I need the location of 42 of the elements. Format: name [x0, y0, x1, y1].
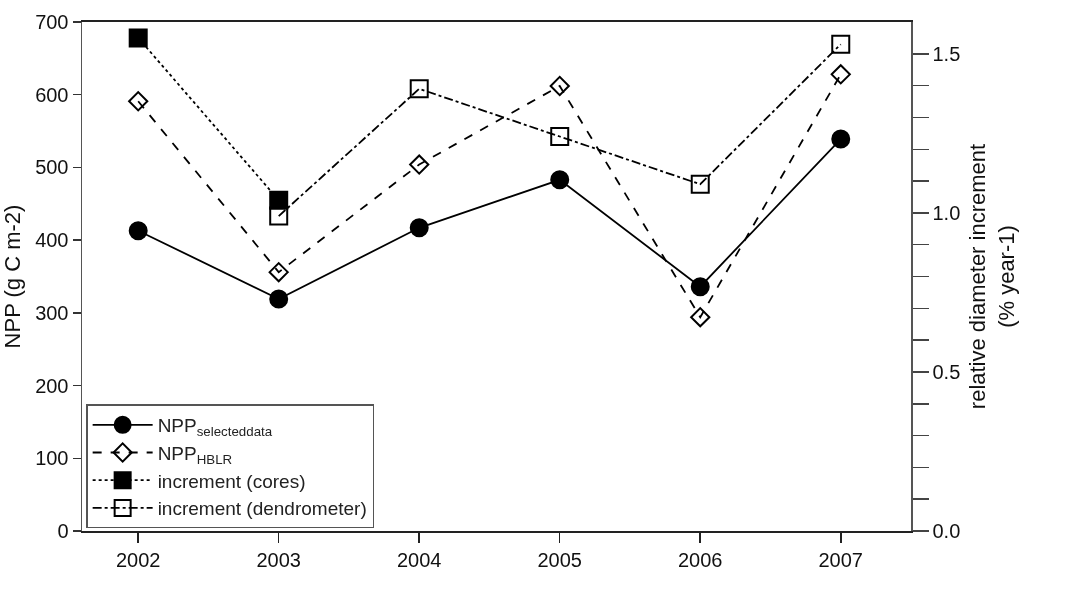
point	[409, 218, 429, 238]
y-tick-label: 200	[35, 374, 69, 397]
x-tick-label: 2007	[818, 549, 863, 571]
y-tick-label: 500	[35, 156, 69, 179]
point	[831, 34, 851, 54]
y2-axis-title: relative diameter increment (% year-1)	[964, 143, 1019, 410]
y-tick-label: 400	[35, 229, 69, 252]
point	[830, 64, 851, 85]
point	[409, 79, 429, 99]
x-tick-label: 2004	[396, 549, 442, 571]
point	[269, 206, 289, 226]
point	[128, 221, 148, 241]
y-tick-label: 600	[35, 83, 69, 106]
legend-label: increment (cores)	[157, 470, 306, 492]
legend-label: NPP$_{HBLR}$	[157, 442, 233, 467]
y-tick-label: 700	[35, 11, 69, 33]
point	[550, 127, 570, 147]
y2-tick-label: 1.5	[932, 42, 961, 65]
point	[269, 289, 289, 309]
y2-tick-label: 0.0	[932, 520, 961, 542]
legend-label: NPP$_{selecteddata}$	[157, 415, 273, 440]
y-tick-label: 0	[57, 520, 69, 542]
x-tick-label: 2003	[256, 549, 301, 571]
y-axis-title: NPP (g C m-2)	[0, 204, 26, 349]
point	[268, 262, 289, 283]
point	[831, 129, 851, 149]
point	[690, 174, 710, 194]
x-tick-label: 2002	[115, 549, 161, 571]
point	[409, 154, 430, 175]
point	[549, 75, 570, 97]
legend-label: increment (dendrometer)	[157, 498, 367, 520]
point	[690, 277, 710, 297]
y2-tick-label: 0.5	[932, 360, 961, 383]
point	[128, 28, 148, 48]
x-tick-label: 2006	[677, 549, 723, 571]
y-tick-label: 100	[35, 447, 69, 470]
y-tick-label: 300	[35, 301, 69, 324]
point	[550, 170, 570, 190]
x-tick-label: 2005	[537, 549, 582, 571]
point	[690, 307, 711, 328]
y2-tick-label: 1.0	[932, 201, 961, 224]
point	[128, 91, 149, 112]
